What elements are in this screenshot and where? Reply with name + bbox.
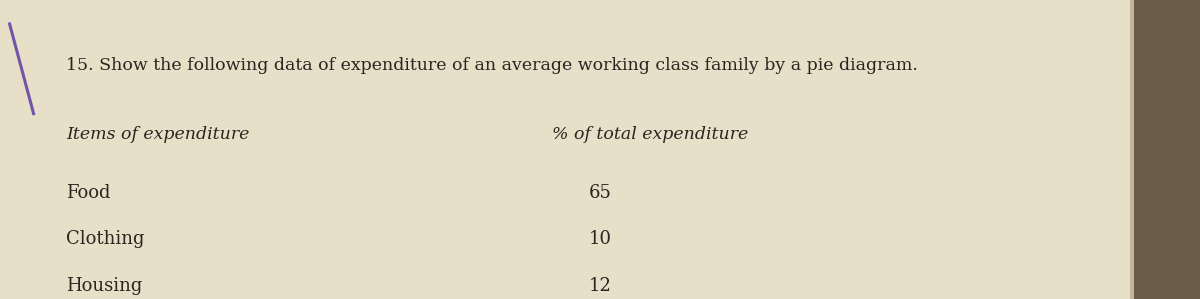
- Text: Clothing: Clothing: [66, 230, 144, 248]
- Text: 12: 12: [588, 277, 612, 295]
- Bar: [1130, 0, 1134, 299]
- Text: 10: 10: [588, 230, 612, 248]
- Text: % of total expenditure: % of total expenditure: [552, 126, 749, 143]
- Text: Items of expenditure: Items of expenditure: [66, 126, 250, 143]
- Text: 15. Show the following data of expenditure of an average working class family by: 15. Show the following data of expenditu…: [66, 57, 918, 74]
- Text: Food: Food: [66, 184, 110, 202]
- Bar: [1134, 0, 1200, 299]
- Text: Housing: Housing: [66, 277, 143, 295]
- Text: 65: 65: [588, 184, 612, 202]
